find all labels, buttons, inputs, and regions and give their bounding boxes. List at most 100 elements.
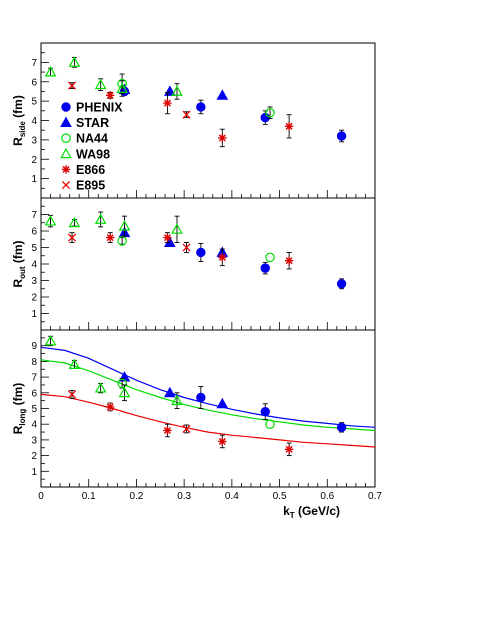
x-tick-label: 0.2 <box>129 491 143 502</box>
y-tick-label: 7 <box>31 58 37 69</box>
x-tick-label: 0.6 <box>320 491 334 502</box>
data-point-phenix <box>260 112 270 123</box>
series-e895 <box>67 81 191 119</box>
y-tick-label: 9 <box>31 341 37 352</box>
data-point-e866 <box>105 91 115 100</box>
data-point-e895 <box>67 390 77 399</box>
data-point-e866 <box>163 98 172 108</box>
x-tick-label: 0.4 <box>225 491 239 502</box>
panel-out: 1 2 3 4 5 6 7 Rout (fm) <box>11 197 376 331</box>
y-tick-label: 2 <box>31 293 37 304</box>
y-tick-label: 4 <box>31 260 37 271</box>
y-tick-label: 6 <box>31 388 37 399</box>
y-tick-label: 1 <box>31 174 37 185</box>
y-tick-label: 2 <box>31 451 37 462</box>
y-tick-label: 8 <box>31 357 37 368</box>
data-point-phenix <box>196 102 206 112</box>
y-tick-label: 3 <box>31 276 37 287</box>
data-point-e866 <box>105 402 115 412</box>
data-point-e866 <box>284 445 294 454</box>
y-tick-label: 6 <box>31 77 37 88</box>
data-point-star <box>216 397 229 409</box>
series-e866 <box>105 91 294 148</box>
series-na44 <box>117 378 275 429</box>
y-tick-label: 5 <box>31 404 37 415</box>
data-point-wa98 <box>44 334 57 346</box>
panel-frame <box>40 197 376 331</box>
y-tick-label: 4 <box>31 420 37 431</box>
data-point-e866 <box>284 122 294 131</box>
data-point-phenix <box>336 131 347 141</box>
panel-long: 1 2 3 4 5 6 7 8 9 0 0.1 0.2 0.3 0.4 0.5 0.6 0.7 kT (GeV/c… <box>11 329 382 520</box>
data-point-e866 <box>163 233 172 242</box>
y-tick-label: 6 <box>31 227 37 238</box>
data-point-wa98 <box>118 386 131 398</box>
data-point-phenix <box>336 279 347 289</box>
series-wa98 <box>44 334 183 409</box>
panels: 1 2 3 4 5 6 7 Rside (fm) 1 2 3 4 5 6 7 Rout (fm) 1 2 3 4 5 6 7… <box>11 42 382 520</box>
data-point-e866 <box>218 437 227 446</box>
legend-marker-na44 <box>61 133 71 143</box>
data-point-na44 <box>265 107 275 118</box>
x-axis-title: kT (GeV/c) <box>283 504 340 520</box>
x-tick-label: 0.7 <box>368 491 382 502</box>
data-point-e866 <box>105 233 115 242</box>
legend-label-e895: E895 <box>76 179 105 193</box>
legend-label-na44: NA44 <box>76 132 108 146</box>
data-point-e895 <box>182 243 191 252</box>
series-phenix <box>119 86 347 143</box>
y-tick-label: 2 <box>31 155 37 166</box>
fit-curve-0 <box>40 346 376 428</box>
legend-label-e866: E866 <box>76 163 105 177</box>
data-point-phenix <box>336 422 347 433</box>
data-point-e895 <box>182 110 191 119</box>
data-point-e895 <box>67 233 77 242</box>
data-point-wa98 <box>68 216 81 228</box>
x-tick-label: 0.5 <box>273 491 287 502</box>
series-wa98 <box>44 56 183 100</box>
legend-marker-e866 <box>61 165 71 174</box>
legend-marker-star <box>60 116 72 128</box>
x-tick-label: 0 <box>38 491 44 502</box>
data-point-wa98 <box>44 66 57 77</box>
data-point-e895 <box>67 81 77 90</box>
data-point-wa98 <box>118 220 131 231</box>
series-phenix <box>196 242 347 290</box>
y-tick-label: 5 <box>31 243 37 254</box>
legend-label-star: STAR <box>76 116 109 130</box>
data-point-wa98 <box>94 382 107 393</box>
x-tick-label: 0.1 <box>82 491 96 502</box>
data-point-e895 <box>182 424 191 433</box>
fit-curve-1 <box>40 359 376 432</box>
series-phenix <box>196 386 347 433</box>
data-point-na44 <box>265 419 275 429</box>
data-point-e866 <box>218 133 227 143</box>
data-point-phenix <box>260 406 270 417</box>
y-tick-label: 7 <box>31 210 37 221</box>
legend-marker-wa98 <box>60 147 72 159</box>
y-tick-label: 7 <box>31 373 37 384</box>
data-point-wa98 <box>171 394 183 406</box>
data-point-wa98 <box>171 85 183 96</box>
data-point-star <box>216 89 229 100</box>
y-tick-label: 1 <box>31 309 37 320</box>
legend-marker-phenix <box>61 102 71 112</box>
y-tick-label: 1 <box>31 467 37 478</box>
data-point-wa98 <box>68 56 81 67</box>
y-axis-title: Rlong (fm) <box>11 383 27 435</box>
data-point-star <box>164 386 176 398</box>
y-tick-label: 3 <box>31 135 37 146</box>
legend-label-wa98: WA98 <box>76 147 110 161</box>
data-point-phenix <box>196 392 206 403</box>
data-point-wa98 <box>44 215 57 226</box>
series-e866 <box>105 402 294 457</box>
y-axis-title: Rout (fm) <box>11 240 27 287</box>
series-wa98 <box>44 211 183 244</box>
series-e895 <box>67 389 191 434</box>
data-point-phenix <box>260 263 270 273</box>
data-point-wa98 <box>171 223 183 234</box>
series-e895 <box>67 232 191 253</box>
data-point-na44 <box>265 252 275 263</box>
